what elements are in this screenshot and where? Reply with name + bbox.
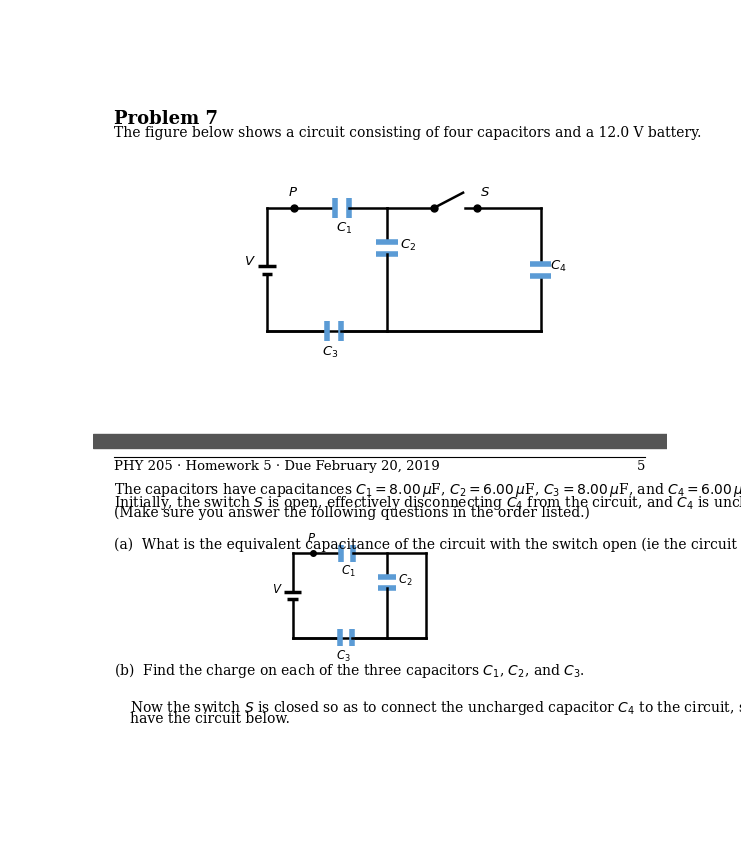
Text: $C_2$: $C_2$ (398, 573, 413, 587)
Text: The figure below shows a circuit consisting of four capacitors and a 12.0 V batt: The figure below shows a circuit consist… (114, 126, 702, 139)
Text: $C_4$: $C_4$ (550, 259, 566, 274)
Text: Initially, the switch $S$ is open, effectively disconnecting $C_4$ from the circ: Initially, the switch $S$ is open, effec… (114, 493, 741, 512)
Bar (93, 433, 667, 447)
Text: $C_1$: $C_1$ (336, 221, 353, 235)
Text: (Make sure you answer the following questions in the order listed.): (Make sure you answer the following ques… (114, 506, 590, 521)
Text: $V$: $V$ (245, 256, 256, 268)
Text: $C_3$: $C_3$ (336, 649, 350, 664)
Text: $S$: $S$ (480, 186, 490, 199)
Text: $P$: $P$ (308, 533, 316, 545)
Text: $C_3$: $C_3$ (322, 345, 339, 360)
Text: $V$: $V$ (272, 583, 282, 596)
Text: Now the switch $S$ is closed so as to connect the uncharged capacitor $C_4$ to t: Now the switch $S$ is closed so as to co… (130, 699, 741, 717)
Text: $C_2$: $C_2$ (400, 238, 416, 252)
Text: (b)  Find the charge on each of the three capacitors $C_1$, $C_2$, and $C_3$.: (b) Find the charge on each of the three… (114, 661, 585, 680)
Text: The capacitors have capacitances $C_1 = 8.00\,\mu$F, $C_2 = 6.00\,\mu$F, $C_3 = : The capacitors have capacitances $C_1 = … (114, 481, 741, 499)
Text: PHY 205 · Homework 5 · Due February 20, 2019: PHY 205 · Homework 5 · Due February 20, … (114, 460, 440, 473)
Text: $C_1$: $C_1$ (341, 563, 356, 579)
Text: Problem 7: Problem 7 (114, 110, 219, 128)
Text: $P$: $P$ (288, 186, 298, 199)
Text: 5: 5 (637, 460, 645, 473)
Text: (a)  What is the equivalent capacitance of the circuit with the switch open (ie : (a) What is the equivalent capacitance o… (114, 538, 741, 552)
Text: have the circuit below.: have the circuit below. (130, 711, 290, 726)
